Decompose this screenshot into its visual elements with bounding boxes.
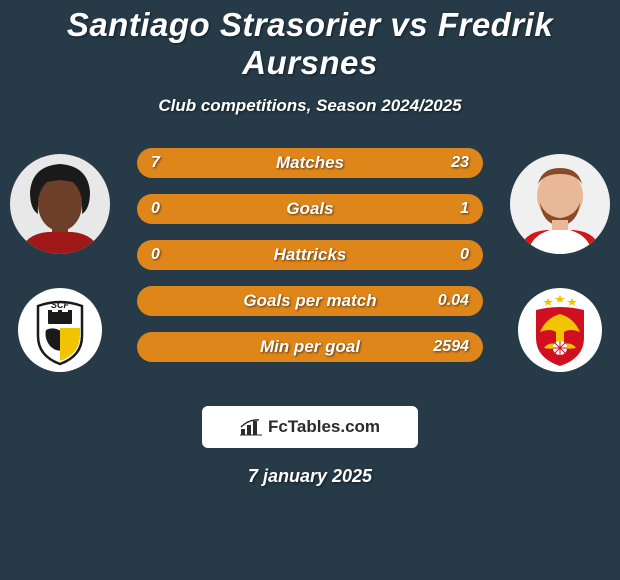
- comparison-date: 7 january 2025: [0, 466, 620, 487]
- stat-row-hattricks: 0 Hattricks 0: [137, 240, 483, 270]
- stat-left-value: 7: [151, 154, 160, 172]
- player2-club-svg: [518, 288, 602, 372]
- player1-club-logo: SCF: [18, 288, 102, 372]
- player1-avatar: [10, 154, 110, 254]
- stat-row-goals-per-match: Goals per match 0.04: [137, 286, 483, 316]
- stat-right-value: 0.04: [438, 292, 469, 310]
- stat-label: Matches: [137, 153, 483, 173]
- watermark-text: FcTables.com: [268, 417, 380, 437]
- stat-row-min-per-goal: Min per goal 2594: [137, 332, 483, 362]
- stat-label: Goals: [137, 199, 483, 219]
- comparison-title: Santiago Strasorier vs Fredrik Aursnes: [0, 0, 620, 82]
- comparison-panel: SCF 7 Matches 23: [0, 148, 620, 398]
- watermark-badge: FcTables.com: [202, 406, 418, 448]
- player1-club-svg: SCF: [18, 288, 102, 372]
- stat-right-value: 1: [460, 200, 469, 218]
- stat-left-value: 0: [151, 246, 160, 264]
- stat-label: Goals per match: [137, 291, 483, 311]
- bar-chart-icon: [240, 418, 262, 436]
- player1-avatar-svg: [10, 154, 110, 254]
- title-player1: Santiago Strasorier: [67, 6, 381, 43]
- stat-right-value: 0: [460, 246, 469, 264]
- stat-row-goals: 0 Goals 1: [137, 194, 483, 224]
- stat-row-matches: 7 Matches 23: [137, 148, 483, 178]
- player2-avatar-svg: [510, 154, 610, 254]
- player2-avatar: [510, 154, 610, 254]
- stats-bars: 7 Matches 23 0 Goals 1 0 Hattricks 0 Goa…: [137, 148, 483, 378]
- player2-club-logo: [518, 288, 602, 372]
- stat-right-value: 23: [451, 154, 469, 172]
- stat-right-value: 2594: [433, 338, 469, 356]
- stat-left-value: 0: [151, 200, 160, 218]
- stat-label: Min per goal: [137, 337, 483, 357]
- stat-label: Hattricks: [137, 245, 483, 265]
- svg-text:SCF: SCF: [51, 300, 70, 310]
- subtitle: Club competitions, Season 2024/2025: [0, 96, 620, 116]
- title-vs: vs: [390, 6, 428, 43]
